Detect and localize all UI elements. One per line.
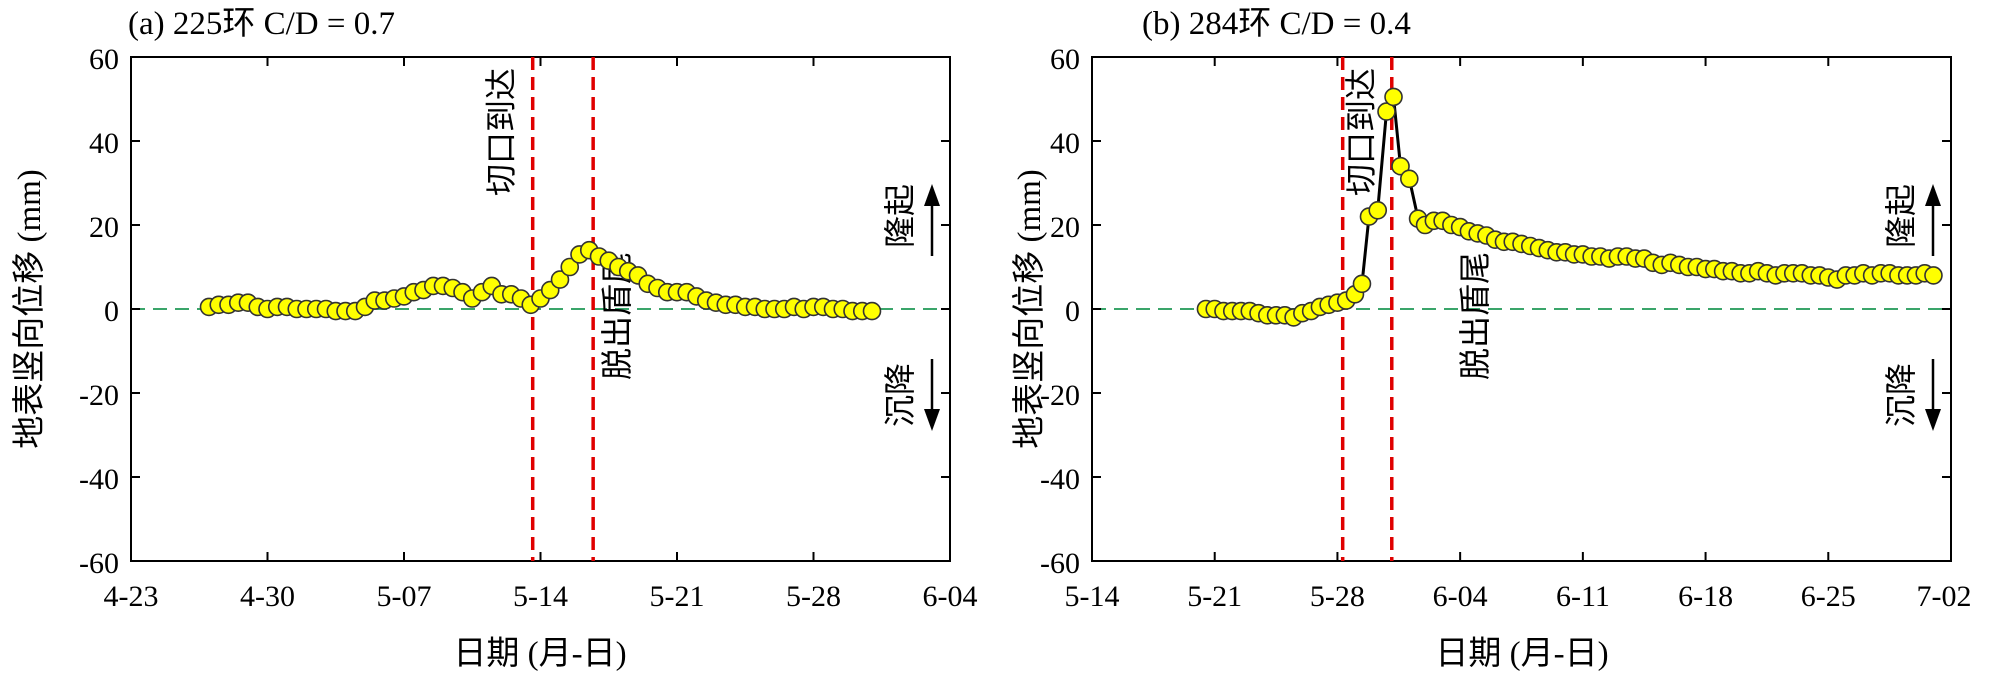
cutter-arrival-label: 切口到达 — [483, 68, 519, 196]
y-tick-label: -60 — [79, 547, 119, 580]
settlement-arrow-head — [1925, 409, 1941, 431]
x-tick-label: 4-23 — [104, 580, 159, 613]
chart-title: (a) 225环 C/D = 0.7 — [128, 6, 395, 42]
data-point — [1391, 156, 1410, 176]
settlement-arrow-head — [924, 409, 940, 431]
data-point — [560, 257, 580, 277]
uplift-arrow — [924, 184, 940, 256]
y-axis-label: 地表竖向位移 (mm) — [11, 169, 48, 449]
settlement-label: 沉降 — [882, 363, 918, 427]
x-tick-label: 7-02 — [1917, 580, 1972, 613]
y-tick-label: 0 — [104, 295, 119, 328]
x-tick-labels: 5-14 5-21 5-28 6-04 6-11 6-18 6-25 7-02 — [1065, 580, 1972, 613]
y-tick-label: -40 — [79, 463, 119, 496]
settlement-label: 沉降 — [1883, 363, 1919, 427]
y-tick-label: 60 — [1050, 43, 1080, 76]
data-point — [1352, 274, 1372, 294]
data-point — [1384, 87, 1403, 107]
data-point — [1368, 201, 1388, 220]
y-tick-labels: 60 40 20 0 -20 -40 -60 — [79, 43, 119, 580]
uplift-label: 隆起 — [882, 184, 918, 248]
y-tick-label: 20 — [1050, 211, 1080, 244]
y-tick-label: -20 — [1040, 379, 1080, 412]
panel-b: (b) 284环 C/D = 0.4 日期 (月-日) 地表竖向位移 (mm) … — [1011, 6, 1972, 672]
uplift-arrow — [1925, 184, 1941, 256]
y-tick-label: 60 — [89, 43, 119, 76]
x-axis-label: 日期 (月-日) — [1435, 636, 1608, 672]
settlement-arrow — [924, 359, 940, 431]
panel-a: (a) 225环 C/D = 0.7 日期 (月-日) 地表竖向位移 (mm) … — [11, 6, 978, 672]
x-tick-label: 6-18 — [1678, 580, 1733, 613]
x-tick-labels: 4-23 4-30 5-07 5-14 5-21 5-28 6-04 — [104, 580, 978, 613]
x-tick-label: 4-30 — [240, 580, 295, 613]
chart-title: (b) 284环 C/D = 0.4 — [1142, 6, 1411, 42]
x-tick-label: 5-07 — [377, 580, 432, 613]
x-tick-label: 6-04 — [1433, 580, 1488, 613]
settlement-arrow — [1925, 359, 1941, 431]
data-point — [1377, 102, 1396, 121]
x-tick-label: 5-14 — [513, 580, 568, 613]
cutter-arrival-label: 切口到达 — [1343, 68, 1379, 196]
uplift-label: 隆起 — [1883, 184, 1919, 248]
x-tick-label: 6-25 — [1801, 580, 1856, 613]
y-tick-label: -60 — [1040, 547, 1080, 580]
x-tick-label: 5-14 — [1065, 580, 1120, 613]
y-tick-label: 40 — [1050, 127, 1080, 160]
x-tick-label: 5-21 — [650, 580, 705, 613]
x-axis-label: 日期 (月-日) — [453, 636, 626, 672]
y-tick-label: 20 — [89, 211, 119, 244]
y-tick-labels: 60 40 20 0 -20 -40 -60 — [1040, 43, 1080, 580]
y-tick-label: -20 — [79, 379, 119, 412]
x-tick-label: 5-21 — [1187, 580, 1242, 613]
data-point — [862, 301, 882, 321]
y-tick-label: 40 — [89, 127, 119, 160]
tail-exit-label: 脱出盾尾 — [1457, 252, 1493, 380]
uplift-arrow-head — [1925, 184, 1941, 206]
y-axis-label: 地表竖向位移 (mm) — [1011, 169, 1048, 449]
y-tick-label: -40 — [1040, 463, 1080, 496]
data-point — [1924, 266, 1943, 285]
data-point — [1400, 169, 1419, 189]
y-tick-label: 0 — [1065, 295, 1080, 328]
data-point — [550, 270, 570, 289]
uplift-arrow-head — [924, 184, 940, 206]
x-tick-label: 6-04 — [923, 580, 978, 613]
x-tick-label: 5-28 — [1310, 580, 1365, 613]
x-tick-label: 6-11 — [1556, 580, 1610, 613]
x-tick-label: 5-28 — [786, 580, 841, 613]
